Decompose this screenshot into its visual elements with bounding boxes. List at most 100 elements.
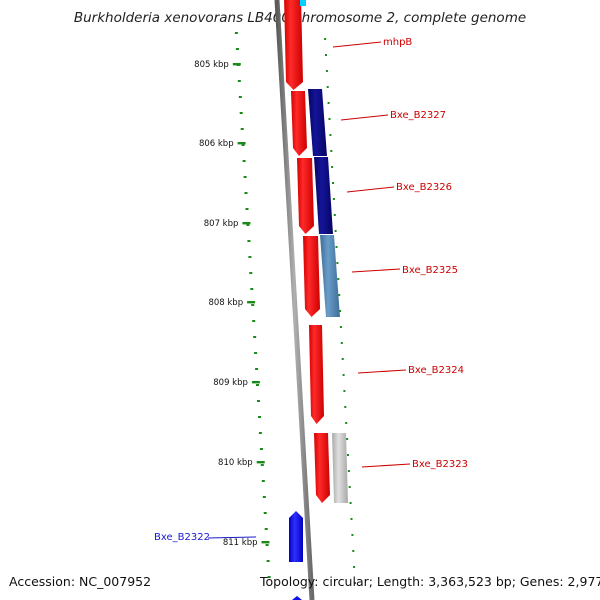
- outer-minor-tick: [324, 38, 327, 40]
- gene-label: Bxe_B2324: [408, 365, 464, 376]
- gene-outer-steel: [320, 235, 340, 317]
- gene-bottom-blue: [292, 596, 302, 600]
- ruler-minor-tick: [234, 32, 238, 34]
- ruler-tick-label: 807 kbp: [204, 219, 239, 229]
- ruler-minor-tick: [238, 96, 242, 98]
- ruler-minor-tick: [251, 304, 255, 306]
- ruler-minor-ticks: [234, 32, 356, 584]
- gene-mhpB: [284, 0, 303, 90]
- gene-Bxe_B2323: [314, 433, 330, 503]
- ruler-tick-label: 809 kbp: [213, 378, 248, 388]
- gene-label: mhpB: [383, 37, 412, 48]
- gene-leader-line: [340, 114, 389, 121]
- ruler-major-tick: [232, 63, 241, 66]
- ruler-minor-tick: [247, 240, 251, 242]
- outer-minor-tick: [325, 54, 327, 56]
- outer-minor-tick: [334, 230, 337, 232]
- ruler-minor-tick: [264, 528, 268, 530]
- gene-leader-line: [332, 41, 382, 48]
- accession-text: Accession: NC_007952: [9, 574, 152, 589]
- gene-leader-line: [361, 463, 411, 468]
- ruler-minor-tick: [248, 256, 252, 258]
- outer-minor-tick: [338, 294, 341, 296]
- gene-Bxe_B2322: [289, 511, 303, 562]
- ruler-tick-label: 808 kbp: [208, 298, 243, 308]
- gene-outer-navy-2: [314, 157, 333, 234]
- outer-minor-tick: [345, 422, 348, 424]
- outer-minor-tick: [339, 310, 342, 312]
- outer-minor-tick: [331, 166, 334, 168]
- ruler-minor-tick: [245, 208, 249, 210]
- ruler-minor-tick: [244, 192, 248, 194]
- gene-label: Bxe_B2325: [402, 265, 458, 276]
- gene-leader-line: [357, 369, 407, 374]
- ruler-minor-tick: [266, 560, 270, 562]
- ruler-minor-tick: [255, 368, 259, 370]
- gene-outer-grey: [332, 433, 348, 503]
- outer-minor-tick: [327, 102, 330, 104]
- ruler-minor-tick: [263, 512, 267, 514]
- outer-minor-tick: [343, 390, 346, 392]
- ruler-major-tick: [251, 381, 260, 384]
- gene-label: Bxe_B2322: [154, 532, 210, 543]
- outer-minor-tick: [333, 214, 336, 216]
- gene-Bxe_B2326: [297, 158, 314, 234]
- ruler-minor-tick: [260, 464, 264, 466]
- outer-minor-tick: [340, 342, 343, 344]
- outer-minor-tick: [344, 406, 347, 408]
- ruler-minor-tick: [249, 272, 253, 274]
- ruler-minor-tick: [261, 480, 265, 482]
- ruler-tick-label: 811 kbp: [223, 538, 258, 548]
- gene-label: Bxe_B2326: [396, 182, 452, 193]
- chromosome-backbone: [274, 0, 315, 600]
- outer-minor-tick: [346, 438, 349, 440]
- ruler-major-tick: [256, 461, 265, 464]
- ruler-minor-tick: [267, 576, 271, 578]
- ruler-minor-tick: [257, 400, 260, 402]
- outer-minor-tick: [337, 278, 340, 280]
- outer-minor-tick: [348, 486, 351, 488]
- gene-track: [284, 0, 348, 600]
- ruler-minor-tick: [254, 352, 258, 354]
- gene-top-cyan: [300, 0, 306, 6]
- ruler-minor-tick: [262, 496, 266, 498]
- gene-labels: mhpB Bxe_B2327 Bxe_B2326 Bxe_B2325 Bxe_B2324…: [154, 37, 468, 543]
- outer-minor-tick: [339, 326, 342, 328]
- outer-minor-tick: [350, 518, 353, 520]
- ruler-major-tick: [237, 142, 246, 145]
- ruler-major-tick: [247, 301, 256, 304]
- ruler: 805 kbp 806 kbp 807 kbp 808 kbp 809 kbp 810 k…: [194, 60, 270, 548]
- ruler-minor-tick: [237, 80, 241, 82]
- gene-label: Bxe_B2323: [412, 459, 468, 470]
- ruler-minor-tick: [242, 160, 246, 162]
- ruler-minor-tick: [258, 432, 262, 434]
- gene-leader-line: [207, 536, 257, 539]
- outer-minor-tick: [326, 86, 329, 88]
- ruler-minor-tick: [256, 384, 259, 386]
- ruler-minor-tick: [253, 336, 257, 338]
- outer-minor-tick: [330, 150, 333, 152]
- outer-minor-tick: [329, 134, 332, 136]
- ruler-minor-tick: [240, 128, 244, 130]
- ruler-minor-tick: [258, 416, 261, 418]
- outer-minor-tick: [349, 502, 352, 504]
- outer-minor-tick: [325, 70, 328, 72]
- gene-Bxe_B2324: [309, 325, 324, 424]
- outer-minor-tick: [347, 470, 350, 472]
- outer-minor-tick: [354, 582, 356, 584]
- ruler-minor-tick: [239, 112, 243, 114]
- ruler-minor-tick: [265, 544, 269, 546]
- gene-leader-line: [351, 268, 401, 273]
- gene-leader-line: [346, 186, 395, 193]
- ruler-minor-tick: [250, 288, 254, 290]
- outer-minor-tick: [328, 118, 331, 120]
- ruler-major-tick: [261, 541, 270, 544]
- gene-Bxe_B2327: [291, 91, 307, 156]
- outer-minor-tick: [342, 374, 345, 376]
- ruler-minor-tick: [259, 448, 263, 450]
- gene-Bxe_B2325: [303, 236, 320, 317]
- outer-minor-tick: [341, 358, 344, 360]
- ruler-minor-tick: [235, 48, 239, 50]
- ruler-minor-tick: [246, 224, 250, 226]
